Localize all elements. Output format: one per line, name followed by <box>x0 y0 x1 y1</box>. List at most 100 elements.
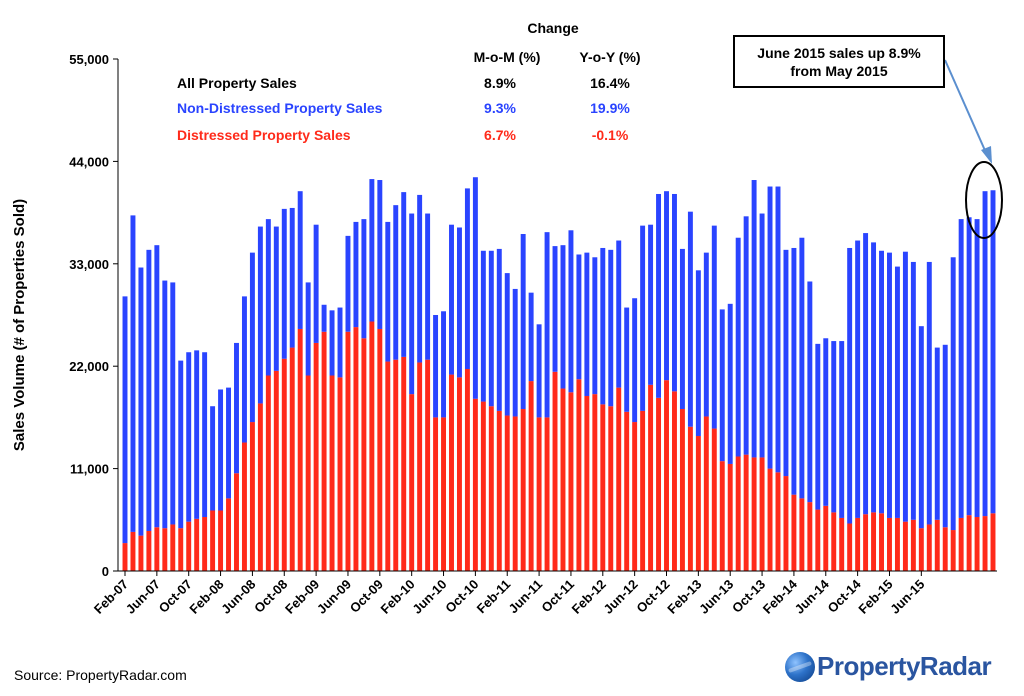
bar-non-distressed <box>289 207 295 348</box>
row-all-label: All Property Sales <box>177 75 297 91</box>
row-nondistressed-yoy: 19.9% <box>590 100 630 116</box>
bar-distressed <box>703 416 709 571</box>
bar-distressed <box>616 387 622 571</box>
bar-non-distressed <box>711 225 717 429</box>
bar-distressed <box>990 513 996 571</box>
bar-non-distressed <box>687 211 693 427</box>
bar-distressed <box>249 422 255 571</box>
bar-non-distressed <box>194 350 200 519</box>
bar-distressed <box>584 395 590 571</box>
bar-distressed <box>234 473 239 571</box>
bar-distressed <box>361 338 367 571</box>
bar-distressed <box>894 517 900 571</box>
bar-distressed <box>576 379 582 571</box>
bar-distressed <box>918 528 924 571</box>
globe-icon <box>785 651 815 682</box>
bar-non-distressed <box>528 292 534 382</box>
bar-non-distressed <box>449 224 454 375</box>
bar-distressed <box>592 394 598 571</box>
y-tick-label: 33,000 <box>69 257 109 272</box>
bar-non-distressed <box>823 338 829 506</box>
bar-distressed <box>974 517 980 571</box>
x-tick-label: Feb-12 <box>569 577 609 617</box>
bar-distressed <box>162 528 168 571</box>
bar-distressed <box>600 404 606 571</box>
bar-distressed <box>656 397 662 571</box>
x-tick-label: Jun-08 <box>218 577 258 617</box>
bar-distressed <box>178 528 184 571</box>
bar-distressed <box>871 512 877 571</box>
highlight-circle <box>965 161 1003 239</box>
bar-non-distressed <box>815 343 821 510</box>
bar-distressed <box>401 356 407 571</box>
bar-non-distressed <box>791 247 797 495</box>
bar-distressed <box>273 370 279 571</box>
bar-non-distressed <box>727 303 733 464</box>
bar-non-distressed <box>265 219 271 376</box>
bar-non-distressed <box>138 267 144 536</box>
bar-distressed <box>449 374 454 571</box>
table-column-yoy: Y-o-Y (%) <box>579 49 640 65</box>
bar-distressed <box>958 517 964 571</box>
row-all-yoy: 16.4% <box>590 75 630 91</box>
table-header: Change <box>527 20 579 36</box>
bar-distressed <box>560 388 566 571</box>
bar-non-distressed <box>496 248 502 411</box>
x-tick-label: Jun-09 <box>314 577 354 617</box>
bar-non-distressed <box>807 281 813 503</box>
bar-distressed <box>632 422 638 571</box>
bar-distressed <box>313 342 319 571</box>
bar-distressed <box>624 411 630 571</box>
bar-non-distressed <box>847 247 853 524</box>
bar-distressed <box>910 519 916 571</box>
bar-non-distressed <box>902 251 908 522</box>
annotation-callout: June 2015 sales up 8.9% from May 2015 <box>733 35 945 88</box>
bar-non-distressed <box>512 288 518 417</box>
row-distressed-mom: 6.7% <box>484 127 516 143</box>
bar-non-distressed <box>178 360 184 529</box>
bar-distressed <box>369 321 375 571</box>
x-tick-labels: Feb-07Jun-07Oct-07Feb-08Jun-08Oct-08Feb-… <box>91 576 928 617</box>
bar-distressed <box>687 426 693 571</box>
bar-non-distressed <box>608 249 614 407</box>
bar-distressed <box>297 328 303 571</box>
bar-distressed <box>759 457 765 571</box>
bar-distressed <box>138 535 144 571</box>
bar-distressed <box>791 494 797 571</box>
bar-distressed <box>385 361 391 571</box>
bar-non-distressed <box>504 273 510 416</box>
bar-non-distressed <box>417 194 423 363</box>
bar-distressed <box>377 328 383 571</box>
bar-non-distressed <box>480 250 486 402</box>
bar-non-distressed <box>743 216 749 455</box>
bar-non-distressed <box>520 234 526 410</box>
bar-distressed <box>695 436 701 571</box>
bar-non-distressed <box>218 389 224 511</box>
x-tick-label: Feb-11 <box>474 577 514 617</box>
bar-non-distressed <box>377 180 383 329</box>
bar-non-distressed <box>552 246 558 372</box>
bar-non-distressed <box>918 326 924 529</box>
x-tick-label: Jun-13 <box>696 577 736 617</box>
bar-non-distressed <box>369 179 375 322</box>
bar-non-distressed <box>488 250 494 407</box>
bar-non-distressed <box>329 310 335 376</box>
bar-distressed <box>751 457 757 571</box>
bar-distressed <box>241 442 247 571</box>
bar-non-distressed <box>210 406 216 511</box>
row-nondistressed-mom: 9.3% <box>484 100 516 116</box>
table-column-mom: M-o-M (%) <box>474 49 541 65</box>
bar-distressed <box>831 512 837 571</box>
bar-distressed <box>353 327 359 571</box>
bar-distressed <box>544 417 550 571</box>
bar-distressed <box>982 516 988 571</box>
bar-distressed <box>305 375 311 571</box>
bar-distressed <box>472 398 478 571</box>
bar-non-distressed <box>719 309 725 462</box>
bar-non-distressed <box>568 230 574 393</box>
bar-non-distressed <box>974 219 980 518</box>
bar-non-distressed <box>130 215 136 532</box>
bar-non-distressed <box>425 213 431 360</box>
bar-non-distressed <box>337 307 343 378</box>
